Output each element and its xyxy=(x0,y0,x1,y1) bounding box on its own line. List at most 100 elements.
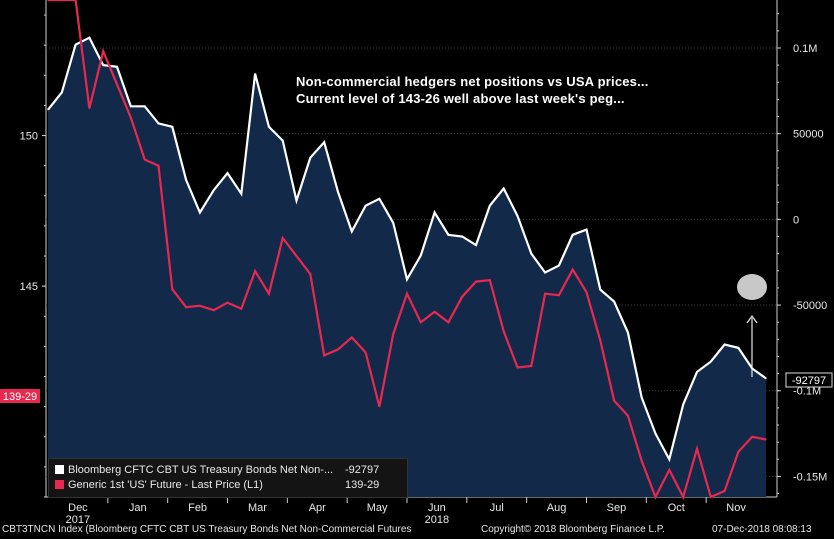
last-price-label: 139-29 xyxy=(3,391,37,403)
future-price-point xyxy=(144,159,146,161)
last-price-box xyxy=(0,389,40,403)
net-positions-point xyxy=(627,331,629,334)
future-price-point xyxy=(309,273,311,275)
future-price-point xyxy=(240,308,242,310)
net-positions-point xyxy=(503,187,505,190)
legend-item-future-price: Generic 1st 'US' Future - Last Price (L1… xyxy=(55,479,379,495)
legend-swatch-red xyxy=(55,480,64,489)
legend-value: -92797 xyxy=(345,464,380,476)
net-positions-point xyxy=(213,189,215,191)
net-positions-point xyxy=(199,211,201,214)
net-positions-point xyxy=(88,37,91,39)
right-tick-label: 0.1M xyxy=(793,43,817,55)
net-positions-point xyxy=(682,403,684,406)
net-positions-point xyxy=(116,66,118,68)
future-price-point xyxy=(737,451,739,453)
future-price-point xyxy=(282,237,284,239)
x-tick-label: Nov xyxy=(726,502,746,514)
future-price-point xyxy=(489,279,491,281)
future-price-point xyxy=(613,400,615,402)
x-tick-label: May xyxy=(367,502,388,514)
future-price-point xyxy=(558,294,560,296)
annotation-line-2: Current level of 143-26 well above last … xyxy=(296,91,625,106)
annotation-line-1: Non-commercial hedgers net positions vs … xyxy=(296,74,649,89)
future-price-point xyxy=(268,293,270,295)
x-tick-label: Dec xyxy=(68,502,88,514)
future-price-point xyxy=(406,293,408,295)
net-positions-point xyxy=(558,265,560,267)
net-positions-point xyxy=(765,377,767,380)
future-price-point xyxy=(364,351,367,354)
legend-label: Bloomberg CFTC CBT US Treasury Bonds Net… xyxy=(68,464,334,476)
left-tick-label: 145 xyxy=(20,281,38,293)
x-tick-label: Apr xyxy=(309,502,326,514)
net-positions-point xyxy=(102,64,104,66)
net-positions-point xyxy=(516,215,519,217)
future-price-point xyxy=(213,309,215,311)
legend-label: Generic 1st 'US' Future - Last Price (L1… xyxy=(68,479,263,491)
future-price-point xyxy=(447,321,450,323)
future-price-point xyxy=(723,490,726,492)
future-price-point xyxy=(668,469,670,471)
net-positions-point xyxy=(323,141,325,143)
future-price-point xyxy=(585,291,588,293)
legend-value: 139-29 xyxy=(345,479,380,491)
x-tick-label: Jan xyxy=(129,502,147,514)
future-price-point xyxy=(351,336,353,338)
annotation-arrow-head xyxy=(746,314,758,324)
future-price-point xyxy=(599,339,601,341)
future-price-point xyxy=(572,268,574,271)
future-price-point xyxy=(530,365,532,367)
net-positions-point xyxy=(475,244,477,246)
future-price-point xyxy=(102,50,104,52)
future-price-point xyxy=(641,460,643,462)
future-price-point xyxy=(130,116,132,119)
future-price-point xyxy=(47,0,49,1)
net-positions-point xyxy=(144,105,146,107)
net-positions-point xyxy=(337,191,339,193)
future-price-point xyxy=(544,293,546,295)
future-price-point xyxy=(199,305,201,307)
x-tick-label: Mar xyxy=(248,502,267,514)
future-price-point xyxy=(627,415,629,417)
future-price-point xyxy=(295,255,298,257)
last-pos-label: -92797 xyxy=(792,375,826,387)
right-tick-label: -0.15M xyxy=(793,471,827,483)
future-price-point xyxy=(682,496,684,498)
year-label: 2018 xyxy=(425,514,449,526)
net-positions-point xyxy=(544,271,546,274)
right-tick-label: 0 xyxy=(793,214,799,226)
net-positions-point xyxy=(420,254,422,256)
net-positions-point xyxy=(268,126,270,128)
future-price-point xyxy=(254,270,256,272)
net-positions-point xyxy=(47,109,49,111)
footer-source: CBT3TNCN Index (Bloomberg CFTC CBT US Tr… xyxy=(2,524,412,535)
net-positions-point xyxy=(254,73,256,75)
future-price-point xyxy=(503,330,505,332)
net-positions-point xyxy=(392,222,394,224)
x-tick-label: Aug xyxy=(547,502,567,514)
left-tick-label: 150 xyxy=(20,131,38,143)
annotation-circle xyxy=(737,274,767,300)
net-positions-point xyxy=(641,397,643,399)
year-label: 2017 xyxy=(66,514,90,526)
future-price-point xyxy=(751,436,753,438)
annotation-marker xyxy=(737,274,767,377)
net-positions-point xyxy=(668,458,670,460)
future-price-point xyxy=(116,83,118,85)
net-positions-point xyxy=(585,229,588,231)
net-positions-point xyxy=(723,343,726,346)
future-price-point xyxy=(710,496,712,498)
future-price-point xyxy=(185,306,187,308)
future-price-point xyxy=(696,448,698,450)
future-price-point xyxy=(516,366,519,369)
future-price-point xyxy=(226,302,229,304)
future-price-point xyxy=(61,0,63,1)
right-tick-label: 50000 xyxy=(793,129,824,141)
net-positions-point xyxy=(240,193,242,195)
net-positions-point xyxy=(572,234,574,236)
net-positions-point xyxy=(171,126,173,128)
net-positions-point xyxy=(61,91,63,94)
right-tick-label: -50000 xyxy=(793,300,827,312)
net-positions-point xyxy=(710,361,712,363)
